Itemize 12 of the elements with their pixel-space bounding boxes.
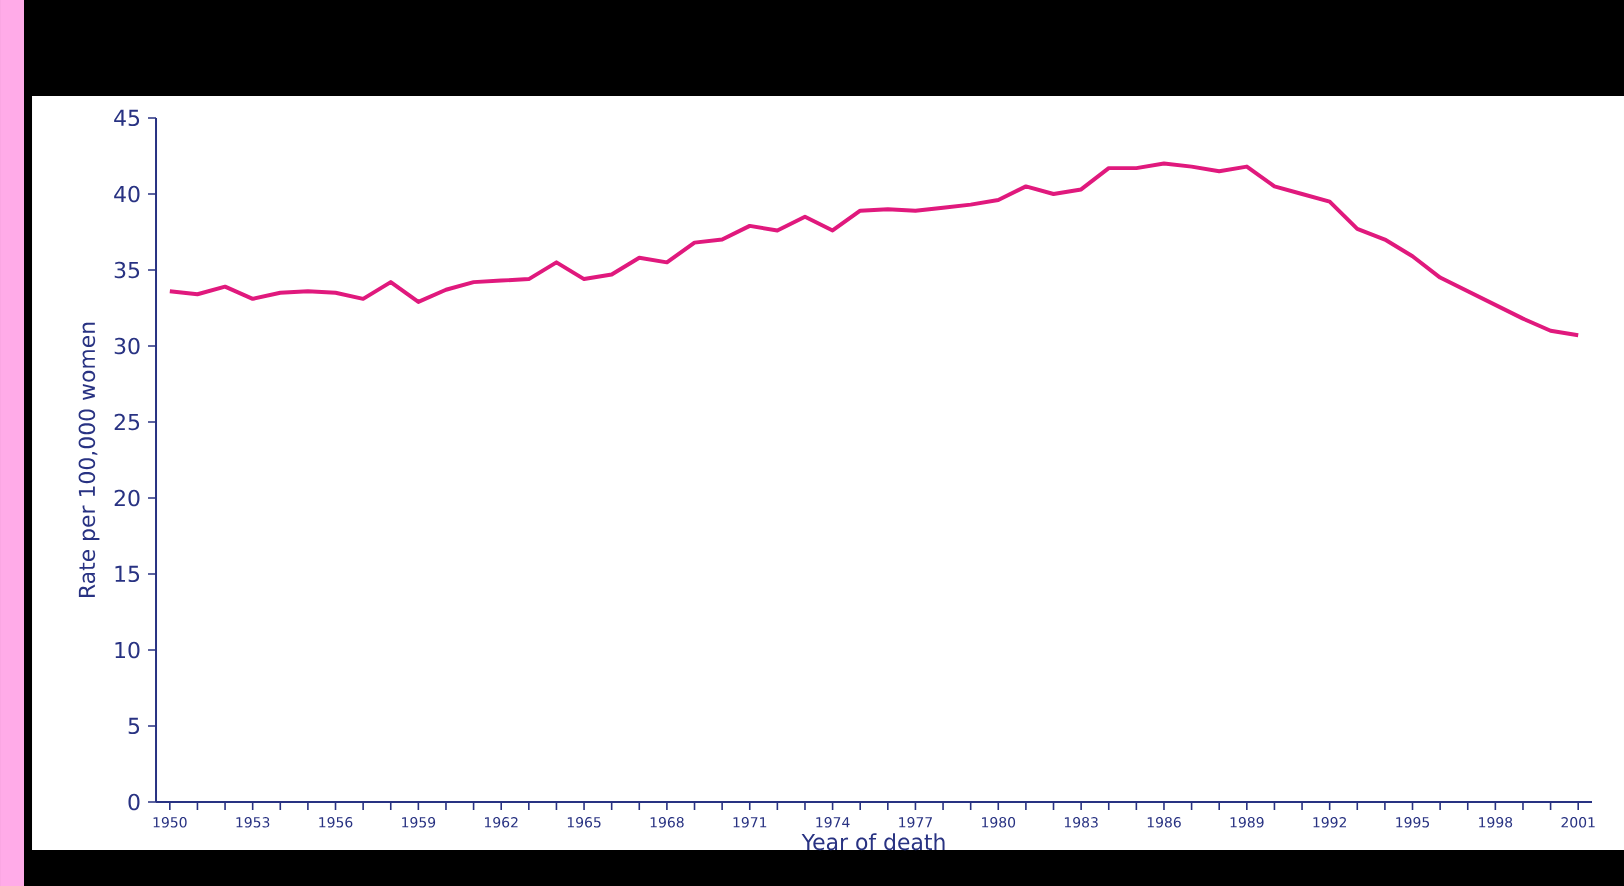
x-axis-title: Year of death bbox=[801, 833, 945, 851]
y-axis-title: Rate per 100,000 women bbox=[78, 322, 100, 597]
y-tick-label: 20 bbox=[114, 489, 140, 507]
y-tick-label: 45 bbox=[114, 109, 140, 127]
y-tick-label: 35 bbox=[114, 261, 140, 279]
y-tick-label: 10 bbox=[115, 641, 140, 659]
y-tick-label: 40 bbox=[114, 185, 140, 203]
y-tick-label: 0 bbox=[128, 793, 140, 811]
y-tick-label: 25 bbox=[114, 413, 140, 431]
y-tick-label: 30 bbox=[114, 337, 140, 355]
y-tick-label: 5 bbox=[128, 717, 140, 735]
y-tick-label: 15 bbox=[115, 565, 140, 583]
